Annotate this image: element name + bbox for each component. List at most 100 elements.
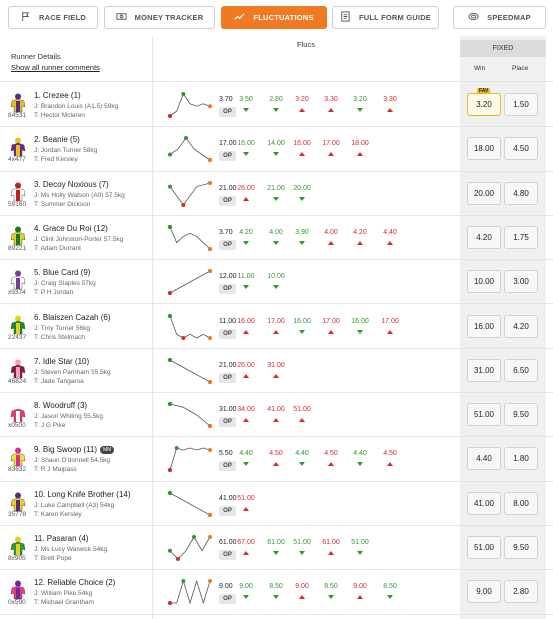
price-down-icon (273, 152, 279, 157)
place-odds-button[interactable]: 8.00 (504, 491, 538, 515)
place-odds-button[interactable]: 3.00 (504, 270, 538, 294)
runner-name[interactable]: 9. Big Swoop (11) MM (34, 445, 115, 455)
win-odds-button[interactable]: 51.00 (467, 403, 501, 427)
price-up-icon (273, 418, 279, 423)
sparkline-point (168, 548, 172, 553)
sparkline-point (168, 490, 172, 495)
sparkline-point (192, 535, 196, 539)
runner-name[interactable]: 11. Pasaran (4) (34, 534, 89, 543)
market-mover-badge: MM (100, 446, 115, 455)
table-header (0, 36, 553, 82)
place-odds-button[interactable]: 9.50 (504, 403, 538, 427)
tab-speedmap[interactable]: SPEEDMAP (453, 6, 546, 29)
runner-name[interactable]: 4. Grace Du Roi (12) (34, 224, 108, 233)
sparkline-point (168, 468, 172, 473)
runner-row (0, 172, 553, 216)
fluc-value: 4.40 (239, 450, 253, 458)
win-odds-button[interactable]: 4.40 (467, 447, 501, 471)
win-odds: 9.00 (476, 587, 492, 597)
op-label: OP (219, 151, 236, 162)
price-down-icon (273, 551, 279, 555)
price-down-icon (243, 240, 249, 245)
win-odds-button[interactable]: 4.20 (467, 225, 501, 249)
price-up-icon (328, 152, 334, 157)
price-up-icon (299, 152, 305, 157)
place-odds-button[interactable]: 1.75 (504, 225, 538, 249)
jockey-text: J: Craig Staples 57kg (34, 280, 96, 288)
tab-fluctuations[interactable]: FLUCTUATIONS (221, 6, 327, 29)
op-label: OP (219, 239, 236, 250)
place-odds-button[interactable]: 4.50 (504, 137, 538, 161)
op-label: OP (219, 461, 236, 472)
win-odds-button[interactable]: 9.00 (467, 580, 501, 604)
jockey-text: J: Brandon Louis (A1.5) 59kg (34, 103, 119, 110)
win-odds-button[interactable]: 20.00 (467, 181, 501, 205)
win-odds-button[interactable]: 31.00 (467, 358, 501, 382)
runner-name[interactable]: 6. Blaiszen Cazah (6) (34, 313, 110, 322)
show-all-comments-link[interactable]: Show all runner comments (11, 63, 100, 72)
jockey-text: J: Luke Campbell (A3) 54kg (34, 501, 115, 509)
jockey-silk-icon (10, 226, 26, 246)
flucs-sparkline (168, 535, 212, 561)
sparkline-point (208, 104, 212, 109)
price-up-icon (299, 418, 305, 423)
win-odds-button[interactable]: 16.00 (467, 314, 501, 338)
place-odds-button[interactable]: 6.50 (504, 358, 538, 382)
flucs-sparkline (168, 490, 212, 517)
fluc-value: 21.00 (267, 184, 285, 192)
win-odds-button[interactable]: 10.00 (467, 270, 501, 294)
runner-row (0, 437, 553, 482)
win-odds-button[interactable]: 3.20 FAV (467, 88, 501, 116)
jockey-text: J: Ms Lucy Warwick 54kg (34, 546, 108, 553)
runner-name[interactable]: 3. Decoy Noxious (7) (34, 180, 109, 189)
runner-name[interactable]: 2. Beanie (5) (34, 135, 80, 144)
flag-icon (20, 11, 31, 24)
jockey-silk-icon (10, 137, 26, 157)
runner-name-text: 8. Woodruff (3) (34, 401, 88, 411)
runner-name[interactable]: 10. Long Knife Brother (14) (34, 490, 131, 499)
jockey-text: J: Clint Johnston-Porter 57.5kg (34, 235, 124, 243)
runner-name-text: 10. Long Knife Brother (14) (34, 489, 131, 499)
fluc-value: 26.00 (237, 184, 255, 192)
price-down-icon (299, 196, 305, 201)
fluc-value: 4.50 (324, 450, 338, 458)
place-odds-button[interactable]: 2.80 (504, 580, 538, 604)
fluc-value: 61.00 (267, 539, 285, 546)
sparkline-point (168, 313, 172, 318)
place-odds-button[interactable]: 4.80 (504, 181, 538, 205)
place-odds-button[interactable]: 1.50 (504, 93, 538, 116)
runner-name-text: 9. Big Swoop (11) (34, 445, 97, 455)
runner-name[interactable]: 12. Reliable Choice (2) (34, 578, 115, 587)
price-down-icon (299, 240, 305, 245)
jockey-text: J: Steven Parnham 55.5kg (34, 368, 111, 376)
runner-row (0, 127, 553, 172)
runner-name[interactable]: 5. Blue Card (9) (34, 268, 90, 277)
trainer-text: T: Chris Stelmach (34, 333, 85, 341)
tab-money-tracker[interactable]: MONEY TRACKER (104, 6, 215, 29)
price-down-icon (273, 595, 279, 600)
price-up-icon (387, 240, 393, 245)
runner-name[interactable]: 8. Woodruff (3) (34, 401, 87, 410)
win-odds-button[interactable]: 18.00 (467, 137, 501, 161)
fluc-value: 51.00 (237, 494, 255, 502)
fluc-value: 17.00 (381, 317, 399, 325)
runner-name[interactable]: 7. Idle Star (10) (34, 357, 89, 366)
fluc-value: 4.40 (295, 450, 309, 458)
sparkline-point (208, 579, 212, 584)
runner-name-text: 11. Pasaran (4) (34, 534, 89, 543)
runner-name[interactable]: 1. Crezee (1) (34, 91, 81, 100)
win-odds: 4.40 (476, 454, 492, 464)
fluc-value: 3.20 (295, 96, 309, 103)
win-odds-button[interactable]: 41.00 (467, 491, 501, 515)
place-odds-button[interactable]: 4.20 (504, 314, 538, 338)
place-odds-button[interactable]: 9.50 (504, 536, 538, 559)
flucs-sparkline (168, 446, 212, 473)
jockey-text: J: William Pike 54kg (34, 590, 93, 598)
tab-race-field[interactable]: RACE FIELD (8, 6, 98, 29)
tab-full-form-guide[interactable]: FULL FORM GUIDE (332, 6, 439, 29)
runner-name-text: 7. Idle Star (10) (34, 356, 90, 366)
runner-name-text: 2. Beanie (5) (34, 135, 80, 145)
place-odds-button[interactable]: 1.80 (504, 447, 538, 471)
fluc-value: 8.50 (324, 583, 338, 591)
win-odds-button[interactable]: 51.00 (467, 536, 501, 559)
